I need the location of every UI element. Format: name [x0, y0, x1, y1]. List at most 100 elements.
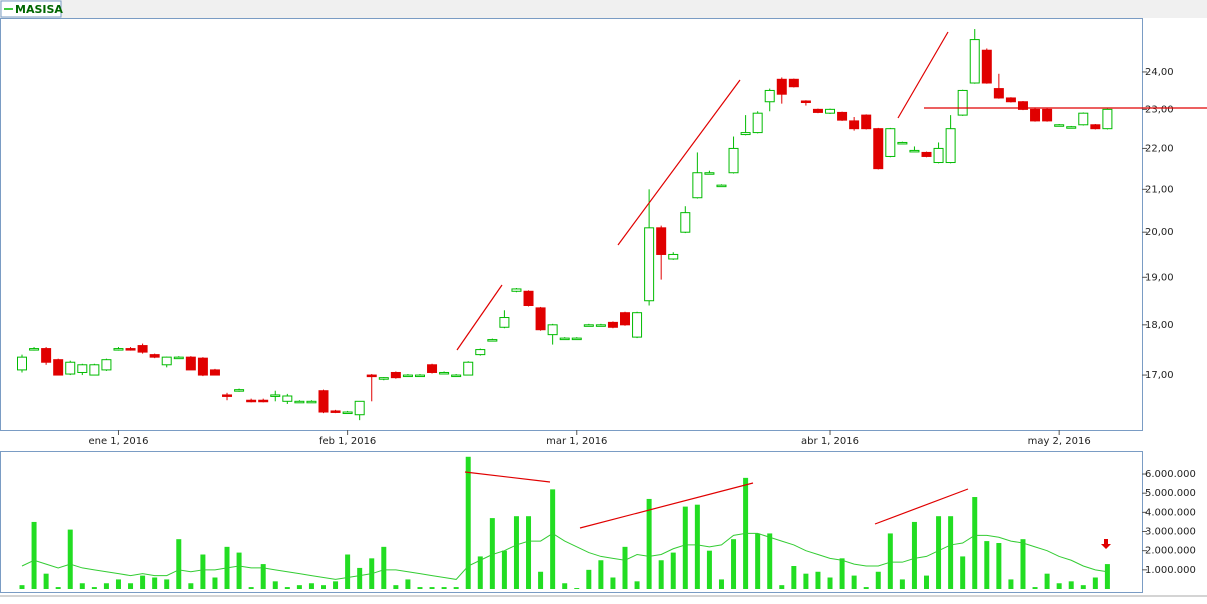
candle-body — [1066, 126, 1077, 129]
volume-bar — [429, 587, 435, 589]
volume-trend-line — [874, 488, 969, 525]
candle-body — [620, 312, 630, 326]
volume-bar — [610, 577, 616, 589]
volume-bar — [417, 587, 423, 589]
candle-body — [89, 364, 100, 376]
candle-body — [1005, 97, 1016, 103]
x-tick-label: feb 1, 2016 — [319, 436, 376, 447]
candle-body — [607, 321, 618, 328]
volume-bar — [562, 583, 568, 589]
candle-body — [258, 399, 269, 403]
volume-bar — [1032, 587, 1038, 589]
volume-bar — [381, 546, 387, 589]
candle-body — [981, 49, 992, 84]
y-tick-label: 24,00 — [1145, 67, 1174, 78]
volume-bar — [1104, 564, 1110, 589]
volume-bar — [296, 585, 302, 589]
y-tick-label: 17,00 — [1145, 370, 1174, 381]
volume-bar — [188, 583, 194, 589]
x-tick-label: ene 1, 2016 — [88, 436, 148, 447]
candle-body — [764, 89, 775, 103]
annotations — [456, 31, 1207, 549]
volume-bar — [176, 539, 182, 589]
volume-bar — [128, 583, 134, 589]
volume-bar — [31, 521, 37, 589]
candle-body — [149, 354, 160, 358]
candle-body — [113, 348, 124, 351]
candle-body — [330, 410, 341, 413]
volume-bar — [634, 581, 640, 589]
candle-body — [414, 374, 425, 378]
volume-bar — [67, 529, 73, 589]
candle-body — [29, 348, 40, 351]
candle-body — [41, 348, 52, 363]
candle-body — [909, 149, 920, 153]
volume-bar — [477, 556, 483, 589]
legend-label: MASISA — [15, 3, 63, 16]
volume-bar — [718, 579, 724, 589]
volume-bar — [875, 571, 881, 589]
volume-bar — [1044, 573, 1050, 589]
candle-body — [800, 100, 811, 104]
candle-body — [704, 172, 715, 175]
y-tick-label: 21,00 — [1145, 184, 1174, 195]
volume-bar — [272, 581, 278, 589]
y-tick-label: 5.000.000 — [1145, 488, 1196, 499]
volume-bar — [996, 543, 1002, 589]
candle-body — [1102, 108, 1113, 130]
x-tick-label: mar 1, 2016 — [546, 436, 607, 447]
volume-bar — [1056, 583, 1062, 589]
candle-body — [161, 356, 172, 366]
volume-bar — [260, 564, 266, 589]
candle-body — [53, 359, 64, 376]
candle-body — [197, 357, 208, 376]
candle-body — [1078, 112, 1089, 126]
volume-bar — [658, 560, 664, 589]
candle-body — [933, 147, 944, 164]
volume-bar — [140, 575, 146, 589]
candle-body — [137, 345, 148, 353]
candle-body — [849, 120, 860, 130]
candle-body — [125, 348, 136, 351]
candle-body — [583, 324, 594, 327]
volume-bar — [1092, 577, 1098, 589]
candle-body — [644, 227, 655, 302]
volume-bar — [164, 579, 170, 589]
volume-bar — [1020, 539, 1026, 589]
volume-bar — [972, 497, 978, 589]
top-bar — [0, 0, 1207, 18]
candle-body — [77, 364, 88, 373]
candle-body — [475, 349, 486, 356]
volume-bar — [731, 539, 737, 589]
candle-body — [318, 390, 329, 413]
volume-bar — [586, 569, 592, 589]
x-tick-label: abr 1, 2016 — [801, 436, 859, 447]
candle-body — [342, 411, 353, 415]
volume-bar — [538, 571, 544, 589]
candle-body — [861, 114, 872, 130]
candle-body — [101, 359, 112, 371]
candle-body — [402, 374, 413, 378]
volume-bar — [200, 554, 206, 589]
volume-bar — [767, 533, 773, 589]
volume-trend-line — [579, 482, 754, 529]
candle-body — [656, 227, 667, 255]
candle-body — [1090, 124, 1101, 130]
candle-body — [463, 361, 474, 376]
volume-frame — [0, 451, 1143, 593]
volume-bar — [574, 588, 580, 589]
volume-bar — [284, 587, 290, 589]
volume-bar — [43, 573, 49, 589]
volume-bar — [345, 554, 351, 589]
volume-bar — [489, 518, 495, 589]
y-tick-label: 18,00 — [1145, 320, 1174, 331]
candle-body — [595, 324, 606, 327]
volume-bar — [791, 566, 797, 589]
candle-body — [185, 356, 196, 371]
candle-body — [270, 394, 281, 397]
trend-line — [456, 284, 503, 351]
candle-body — [523, 290, 534, 306]
candle-body — [294, 400, 305, 404]
candle-body — [885, 128, 896, 157]
